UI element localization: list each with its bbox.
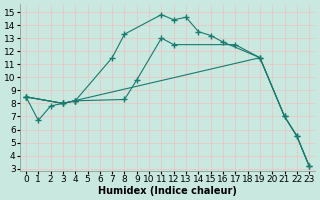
X-axis label: Humidex (Indice chaleur): Humidex (Indice chaleur) xyxy=(98,186,237,196)
